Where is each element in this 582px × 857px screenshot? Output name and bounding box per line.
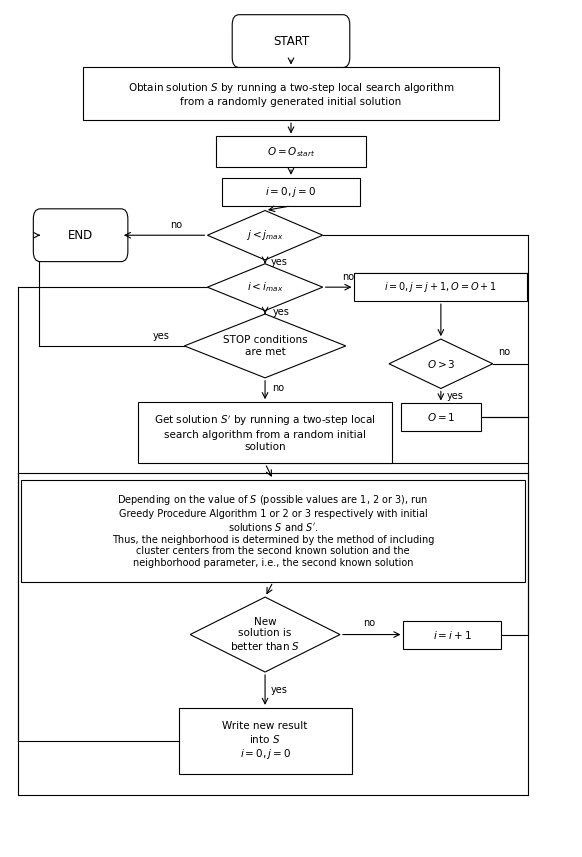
Text: yes: yes xyxy=(447,391,464,401)
Text: START: START xyxy=(273,34,309,48)
Text: yes: yes xyxy=(271,257,288,267)
Polygon shape xyxy=(389,339,493,388)
FancyBboxPatch shape xyxy=(354,273,527,301)
Text: $i=i+1$: $i=i+1$ xyxy=(433,628,472,640)
FancyBboxPatch shape xyxy=(139,402,392,464)
Text: STOP conditions
are met: STOP conditions are met xyxy=(223,335,307,357)
Polygon shape xyxy=(207,264,322,310)
Text: Get solution $S'$ by running a two-step local
search algorithm from a random ini: Get solution $S'$ by running a two-step … xyxy=(154,414,376,452)
FancyBboxPatch shape xyxy=(403,620,502,649)
Text: Write new result
into $S$
$i=0, j=0$: Write new result into $S$ $i=0, j=0$ xyxy=(222,721,308,761)
Text: yes: yes xyxy=(153,331,170,341)
Text: no: no xyxy=(363,618,375,627)
Polygon shape xyxy=(184,314,346,378)
Text: $O>3$: $O>3$ xyxy=(427,357,455,369)
Text: $i=0, j=0$: $i=0, j=0$ xyxy=(265,185,317,199)
FancyBboxPatch shape xyxy=(222,177,360,206)
Text: $O=1$: $O=1$ xyxy=(427,411,455,423)
Text: $i<i_{max}$: $i<i_{max}$ xyxy=(247,280,283,294)
Text: $i=0, j=j+1, O=O+1$: $i=0, j=j+1, O=O+1$ xyxy=(384,280,498,294)
FancyBboxPatch shape xyxy=(179,708,352,774)
Text: New
solution is
better than $S$: New solution is better than $S$ xyxy=(230,617,300,652)
Text: no: no xyxy=(169,220,182,230)
Text: no: no xyxy=(272,383,284,393)
Text: Obtain solution $S$ by running a two-step local search algorithm
from a randomly: Obtain solution $S$ by running a two-ste… xyxy=(128,81,454,106)
Text: Depending on the value of $S$ (possible values are 1, 2 or 3), run
Greedy Proced: Depending on the value of $S$ (possible … xyxy=(112,494,434,568)
Text: $j<j_{max}$: $j<j_{max}$ xyxy=(246,228,284,243)
FancyBboxPatch shape xyxy=(83,68,499,120)
Text: no: no xyxy=(343,272,354,282)
FancyBboxPatch shape xyxy=(21,480,526,582)
Text: no: no xyxy=(498,347,510,357)
FancyBboxPatch shape xyxy=(232,15,350,68)
Text: yes: yes xyxy=(273,308,290,317)
Text: END: END xyxy=(68,229,93,242)
FancyBboxPatch shape xyxy=(216,136,366,167)
Text: $O=O_{start}$: $O=O_{start}$ xyxy=(267,145,315,159)
Polygon shape xyxy=(190,597,340,672)
FancyBboxPatch shape xyxy=(33,209,128,261)
FancyBboxPatch shape xyxy=(400,404,481,431)
Polygon shape xyxy=(207,211,322,260)
Text: yes: yes xyxy=(271,685,288,695)
